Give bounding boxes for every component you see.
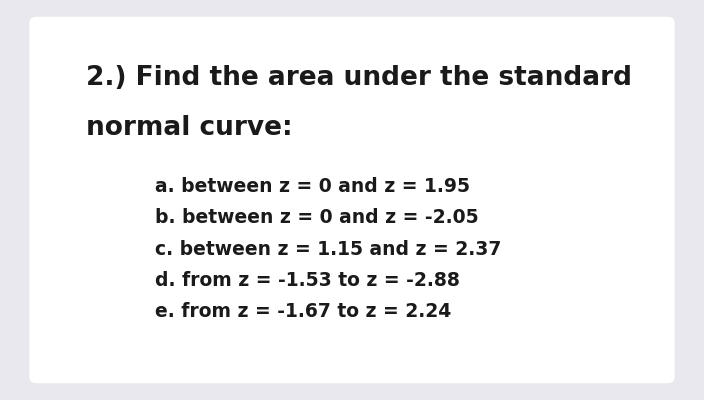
Text: c. between z = 1.15 and z = 2.37: c. between z = 1.15 and z = 2.37 bbox=[155, 240, 501, 258]
Text: e. from z = -1.67 to z = 2.24: e. from z = -1.67 to z = 2.24 bbox=[155, 302, 451, 321]
Text: a. between z = 0 and z = 1.95: a. between z = 0 and z = 1.95 bbox=[155, 177, 470, 196]
Text: 2.) Find the area under the standard: 2.) Find the area under the standard bbox=[86, 65, 631, 91]
Text: normal curve:: normal curve: bbox=[86, 114, 292, 140]
Text: d. from z = -1.53 to z = -2.88: d. from z = -1.53 to z = -2.88 bbox=[155, 271, 460, 290]
Text: b. between z = 0 and z = -2.05: b. between z = 0 and z = -2.05 bbox=[155, 208, 478, 227]
FancyBboxPatch shape bbox=[30, 17, 674, 383]
